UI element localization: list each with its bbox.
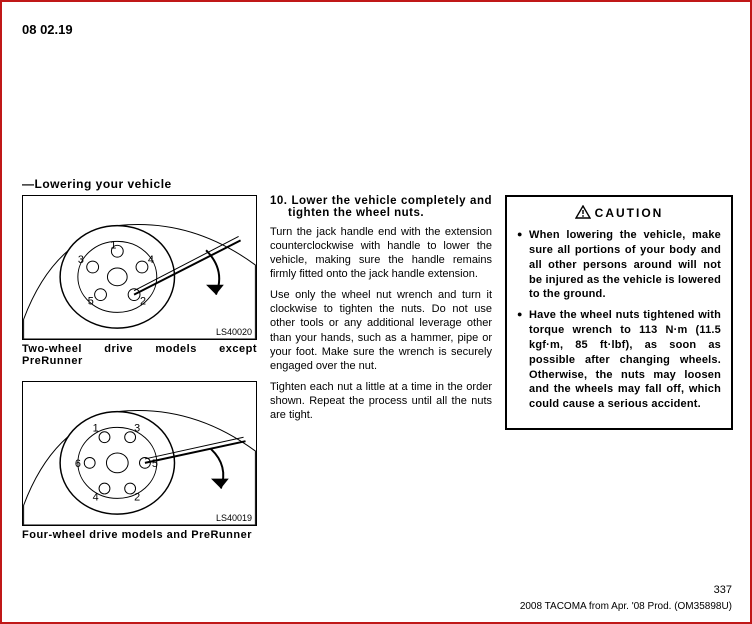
figure-code-top: LS40020 [216, 327, 252, 337]
page-number: 337 [714, 584, 732, 596]
instruction-para-1: Turn the jack handle end with the extens… [270, 225, 492, 281]
svg-text:1: 1 [110, 239, 116, 251]
caution-label: CAUTION [595, 206, 664, 220]
svg-text:6: 6 [75, 458, 81, 470]
svg-text:4: 4 [148, 254, 154, 266]
warning-triangle-icon [575, 205, 591, 219]
svg-text:1: 1 [93, 422, 99, 434]
instruction-para-2: Use only the wheel nut wrench and turn i… [270, 288, 492, 372]
figure-two-wheel: 1 4 2 5 3 LS40020 [22, 195, 257, 340]
wheel-diagram-6lug-icon: 1 3 5 2 4 6 [23, 382, 256, 525]
figure-caption-top: Two-wheel drive models except PreRunner [22, 343, 257, 367]
caution-item: When lowering the vehicle, make sure all… [517, 228, 721, 302]
footer-text: 2008 TACOMA from Apr. '08 Prod. (OM35898… [520, 601, 732, 612]
instructions-column: 10. Lower the vehicle completely and tig… [270, 195, 492, 429]
svg-text:4: 4 [93, 491, 99, 503]
page-date-code: 08 02.19 [22, 22, 73, 37]
figure-code-bottom: LS40019 [216, 513, 252, 523]
figure-four-wheel: 1 3 5 2 4 6 LS40019 [22, 381, 257, 526]
instruction-para-3: Tighten each nut a little at a time in t… [270, 380, 492, 422]
svg-text:2: 2 [134, 491, 140, 503]
caution-list: When lowering the vehicle, make sure all… [517, 228, 721, 412]
svg-text:3: 3 [134, 422, 140, 434]
figure-caption-bottom: Four-wheel drive models and PreRunner [22, 529, 257, 541]
spacer [22, 367, 257, 381]
figures-column: 1 4 2 5 3 LS40020 Two-wheel drive models… [22, 195, 257, 541]
wheel-diagram-5lug-icon: 1 4 2 5 3 [23, 196, 256, 339]
svg-text:3: 3 [78, 254, 84, 266]
caution-box: CAUTION When lowering the vehicle, make … [505, 195, 733, 430]
section-title: —Lowering your vehicle [22, 177, 172, 191]
svg-text:2: 2 [140, 295, 146, 307]
caution-column: CAUTION When lowering the vehicle, make … [505, 195, 733, 430]
step-title: 10. Lower the vehicle completely and tig… [270, 195, 492, 219]
caution-header: CAUTION [517, 205, 721, 220]
svg-text:5: 5 [88, 295, 94, 307]
caution-item: Have the wheel nuts tightened with torqu… [517, 308, 721, 412]
